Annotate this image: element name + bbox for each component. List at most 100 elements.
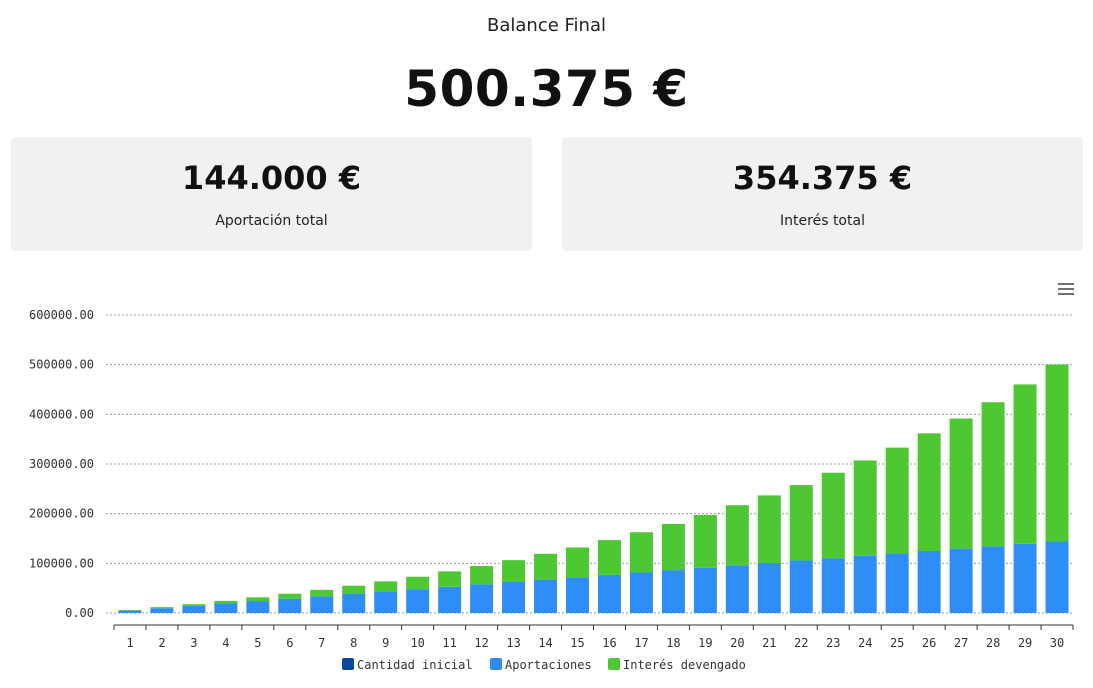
bar-interest-13	[502, 560, 526, 583]
x-tick-label: 18	[666, 636, 680, 650]
bar-contributions-16	[597, 574, 621, 613]
legend-swatch-interest	[608, 658, 620, 670]
bar-contributions-12	[470, 584, 494, 613]
bar-contributions-27	[949, 548, 973, 613]
x-tick-label: 12	[474, 636, 488, 650]
bar-interest-2	[150, 607, 174, 609]
x-tick-label: 6	[286, 636, 293, 650]
bar-interest-9	[374, 581, 398, 592]
bar-interest-12	[470, 566, 494, 585]
bar-interest-20	[725, 505, 749, 566]
x-tick-label: 26	[922, 636, 936, 650]
x-tick-label: 2	[158, 636, 165, 650]
bar-contributions-5	[246, 601, 270, 613]
bar-contributions-21	[757, 562, 781, 613]
total-contribution-card: 144.000 € Aportación total	[11, 137, 532, 251]
bar-contributions-19	[693, 567, 717, 613]
bar-contributions-17	[629, 572, 653, 613]
bar-interest-29	[1013, 384, 1037, 544]
hamburger-menu-icon[interactable]	[1056, 280, 1076, 298]
bar-contributions-23	[821, 558, 845, 613]
bar-contributions-4	[214, 603, 238, 613]
x-tick-label: 7	[318, 636, 325, 650]
x-tick-label: 30	[1050, 636, 1064, 650]
bar-interest-19	[693, 515, 717, 568]
y-tick-label: 300000.00	[29, 457, 94, 471]
bar-interest-8	[342, 585, 366, 594]
y-tick-label: 0.00	[65, 606, 94, 620]
total-contribution-value: 144.000 €	[181, 159, 362, 197]
bar-interest-5	[246, 597, 270, 602]
bar-interest-27	[949, 418, 973, 549]
legend-swatch-initial	[342, 658, 354, 670]
y-tick-label: 500000.00	[29, 358, 94, 372]
bar-contributions-8	[342, 593, 366, 613]
bar-contributions-13	[502, 582, 526, 613]
y-tick-label: 400000.00	[29, 407, 94, 421]
x-tick-label: 4	[222, 636, 229, 650]
bar-interest-4	[214, 600, 238, 604]
bar-interest-14	[534, 553, 558, 580]
bar-interest-30	[1045, 364, 1069, 542]
x-tick-label: 23	[826, 636, 840, 650]
bar-contributions-2	[150, 608, 174, 613]
x-tick-label: 13	[506, 636, 520, 650]
bar-interest-24	[853, 460, 877, 556]
bar-contributions-24	[853, 555, 877, 613]
bar-interest-6	[278, 593, 302, 599]
bar-interest-10	[406, 576, 430, 590]
bar-contributions-25	[885, 553, 909, 613]
bar-contributions-11	[438, 586, 462, 613]
x-tick-label: 1	[126, 636, 133, 650]
bar-contributions-29	[1013, 543, 1037, 613]
legend-label-contributions: Aportaciones	[505, 658, 592, 672]
total-contribution-label: Aportación total	[215, 213, 328, 229]
bar-contributions-9	[374, 591, 398, 613]
x-tick-label: 14	[538, 636, 552, 650]
bar-contributions-1	[118, 610, 142, 613]
bar-interest-15	[566, 547, 590, 578]
bar-interest-16	[597, 540, 621, 575]
bar-contributions-14	[534, 579, 558, 613]
bar-contributions-7	[310, 596, 334, 613]
bar-interest-28	[981, 402, 1005, 547]
x-tick-label: 28	[986, 636, 1000, 650]
x-tick-label: 8	[350, 636, 357, 650]
y-tick-label: 200000.00	[29, 507, 94, 521]
bar-contributions-10	[406, 589, 430, 613]
x-tick-label: 5	[254, 636, 261, 650]
bar-contributions-22	[789, 560, 813, 613]
bar-interest-26	[917, 433, 941, 552]
bar-interest-7	[310, 589, 334, 597]
x-tick-label: 3	[190, 636, 197, 650]
bar-interest-25	[885, 447, 909, 554]
total-interest-card: 354.375 € Interés total	[562, 137, 1083, 251]
bar-interest-18	[661, 523, 685, 571]
legend-swatch-contributions	[490, 658, 502, 670]
bar-contributions-3	[182, 605, 206, 613]
bar-contributions-18	[661, 570, 685, 613]
x-tick-label: 25	[890, 636, 904, 650]
x-tick-label: 11	[442, 636, 456, 650]
x-tick-label: 16	[602, 636, 616, 650]
x-tick-label: 27	[954, 636, 968, 650]
balance-title: Balance Final	[487, 15, 606, 36]
legend-label-initial: Cantidad inicial	[357, 658, 473, 672]
x-tick-label: 24	[858, 636, 872, 650]
bar-interest-21	[757, 495, 781, 563]
x-tick-label: 9	[382, 636, 389, 650]
y-tick-label: 600000.00	[29, 308, 94, 322]
final-balance-value: 500.375 €	[404, 60, 689, 118]
y-tick-label: 100000.00	[29, 556, 94, 570]
bar-contributions-26	[917, 551, 941, 613]
x-tick-label: 20	[730, 636, 744, 650]
x-tick-label: 15	[570, 636, 584, 650]
x-tick-label: 19	[698, 636, 712, 650]
bar-interest-23	[821, 472, 845, 559]
bar-contributions-20	[725, 565, 749, 613]
x-tick-label: 21	[762, 636, 776, 650]
bar-interest-3	[182, 604, 206, 606]
bar-contributions-30	[1045, 541, 1069, 613]
bar-interest-22	[789, 485, 813, 561]
bar-contributions-6	[278, 598, 302, 613]
